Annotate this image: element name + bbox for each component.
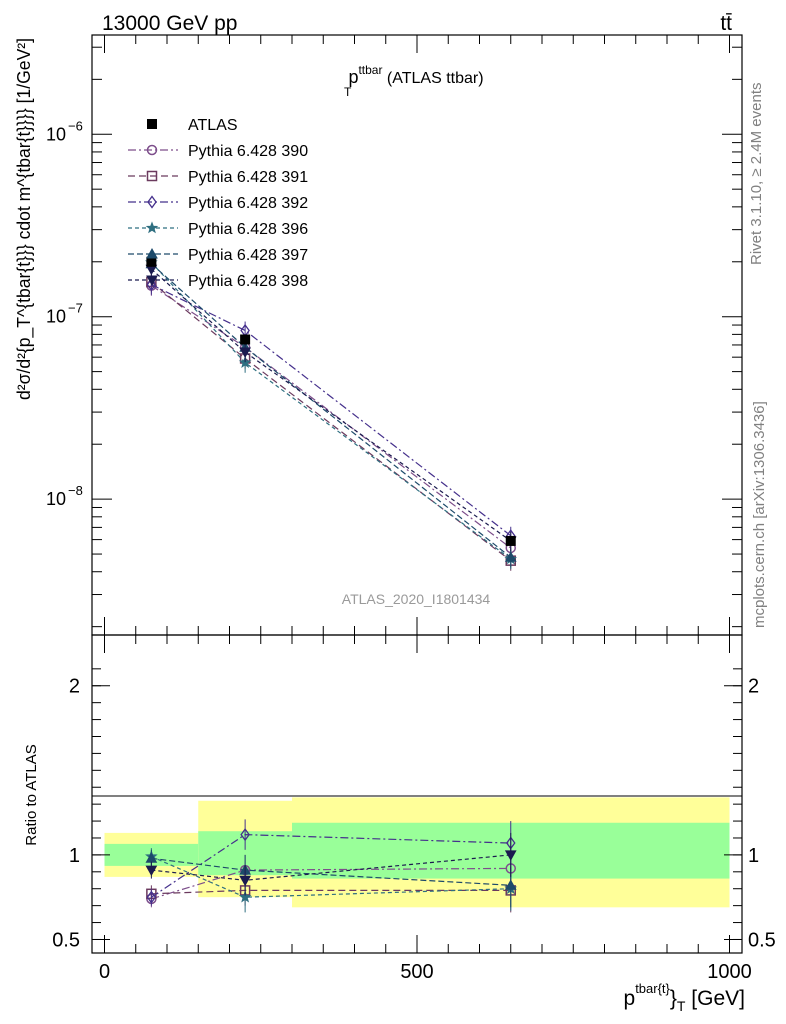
main-y-tick-labels: 10−810−710−6	[46, 118, 83, 509]
legend-label: Pythia 6.428 392	[188, 195, 308, 212]
x-axis-label-sup: tbar{t}	[635, 981, 670, 996]
series-point	[146, 277, 157, 292]
ratio-point	[238, 890, 252, 903]
legend-marker	[146, 247, 158, 259]
ratio-plot: 0.5 0.5 1 1 2 2 0 500 1000 Ratio to ATLAS	[23, 634, 776, 983]
plot-title-tail: (ATLAS ttbar)	[382, 70, 483, 87]
ratio-y-tick-label-right: 0.5	[748, 929, 776, 951]
y-axis-label: d²σ/d²{p_T^{tbar{t}}} cdot m^{tbar{t}}}}…	[14, 38, 35, 400]
legend-marker	[146, 144, 158, 156]
y-tick-label: 10	[46, 307, 66, 327]
x-tick-label: 500	[400, 961, 433, 983]
series-line	[150, 268, 512, 542]
series-line	[150, 262, 512, 560]
analysis-label: ATLAS_2020_I1801434	[342, 591, 491, 607]
ratio-plot-marks	[145, 819, 518, 913]
y-tick-label-exponent: −8	[68, 483, 83, 498]
ratio-point	[504, 879, 517, 890]
ratio-point	[240, 827, 250, 842]
x-axis-label-main: p	[624, 987, 636, 1010]
x-axis-label-close: }	[670, 987, 677, 1010]
ratio-point	[145, 865, 158, 877]
x-tick-label: 1000	[707, 961, 752, 983]
legend-label: Pythia 6.428 397	[188, 247, 308, 264]
legend-marker-atlas	[147, 119, 157, 129]
ratio-y-tick-label: 1	[69, 845, 80, 867]
y-tick-label-exponent: −7	[68, 301, 83, 316]
ratio-point	[239, 875, 251, 887]
ratio-y-axis-label: Ratio to ATLAS	[23, 744, 40, 845]
series-line	[151, 285, 512, 549]
series-line	[150, 263, 512, 558]
plot-title: pttbar (ATLAS ttbar)	[348, 63, 483, 87]
plot-title-sup: ttbar	[358, 63, 382, 77]
legend-marker	[145, 221, 159, 234]
legend-marker	[146, 170, 158, 182]
ratio-y-tick-label-right: 1	[748, 845, 759, 867]
y-tick-label-exponent: −6	[68, 118, 83, 133]
rivet-version: Rivet 3.1.10, ≥ 2.4M events	[748, 83, 765, 266]
legend-label: Pythia 6.428 396	[188, 221, 308, 238]
y-tick-label: 10	[46, 124, 66, 144]
y-tick-label: 10	[46, 489, 66, 509]
legend-label-atlas: ATLAS	[188, 117, 238, 134]
process-label: tt̄	[720, 12, 732, 35]
series-point	[239, 347, 251, 359]
legend-marker	[146, 275, 158, 287]
main-plot-marks	[145, 253, 518, 571]
ratio-y-tick-label-right: 2	[748, 676, 759, 698]
legend-label: Pythia 6.428 398	[188, 273, 308, 290]
plot-title-main: p	[348, 67, 358, 87]
legend-marker	[147, 195, 157, 209]
beam-label: 13000 GeV pp	[102, 12, 237, 35]
legend-label: Pythia 6.428 390	[188, 143, 308, 160]
ratio-y-tick-label: 2	[69, 676, 80, 698]
plot-title-sub: T	[344, 85, 352, 99]
main-axis-ticks	[92, 35, 742, 635]
ratio-axis-ticks: 0.5 0.5 1 1 2 2 0 500 1000	[52, 635, 776, 983]
data-point	[146, 256, 157, 267]
legend-label: Pythia 6.428 391	[188, 169, 308, 186]
legend: ATLAS Pythia 6.428 390 Pythia 6.428 391 Pyt…	[128, 117, 308, 290]
ratio-point	[146, 890, 157, 904]
data-point	[240, 334, 251, 345]
series-line	[151, 284, 512, 537]
data-point	[505, 535, 516, 546]
series-point	[504, 551, 517, 562]
x-axis-label: ptbar{t}}T [GeV]	[624, 981, 746, 1014]
x-axis-label-tail: [GeV]	[685, 987, 745, 1010]
ratio-y-tick-label: 0.5	[52, 929, 80, 951]
x-axis-label-sub: T	[677, 998, 686, 1014]
mcplots-credit: mcplots.cern.ch [arXiv:1306.3436]	[751, 401, 768, 628]
x-tick-label: 0	[99, 961, 110, 983]
main-plot: 10−810−710−6 pttbar (ATLAS ttbar) T ATLA…	[14, 34, 743, 636]
ratio-point	[504, 850, 517, 861]
